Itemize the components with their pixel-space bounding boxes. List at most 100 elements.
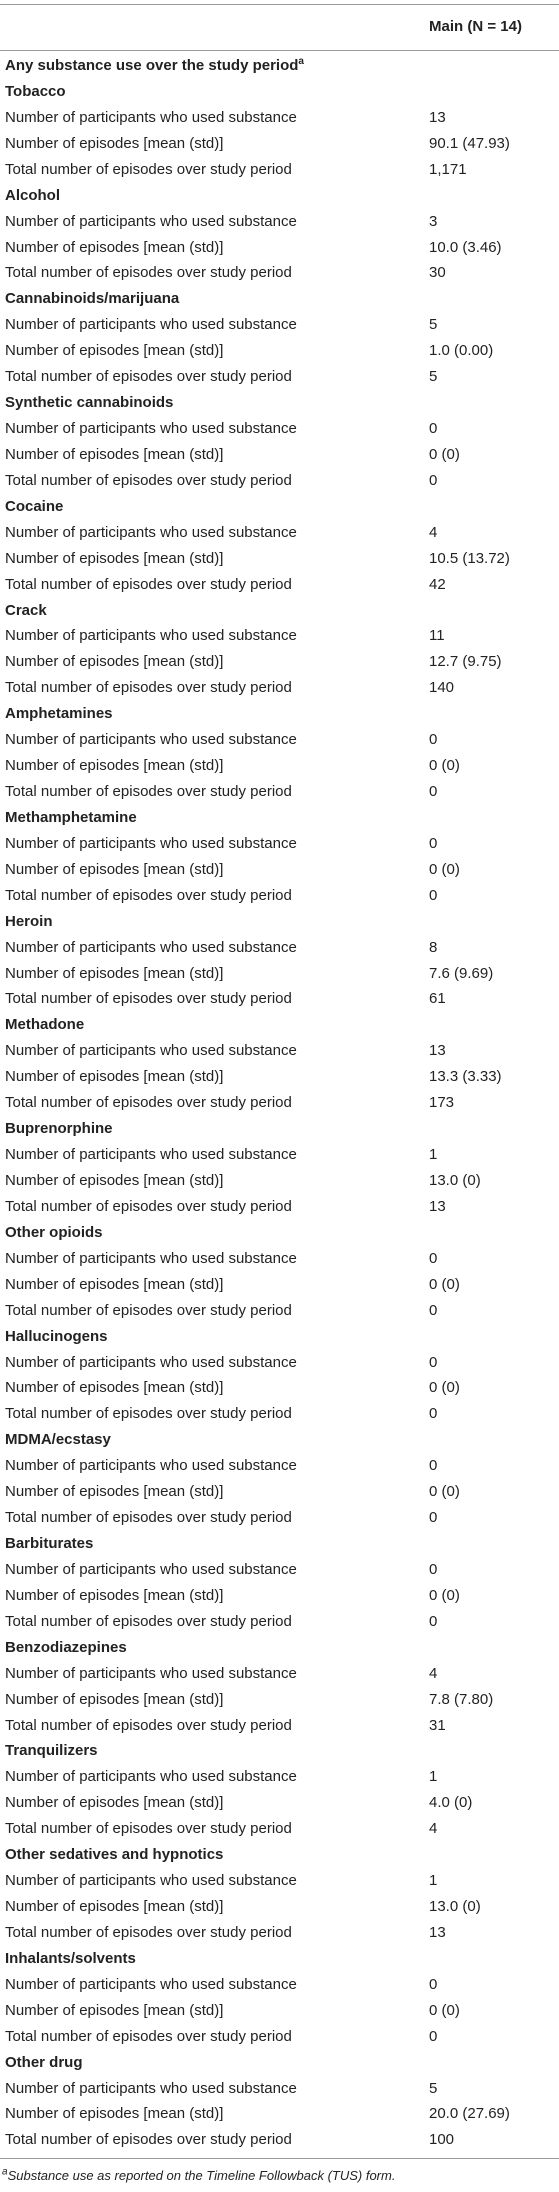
row-value: 5	[429, 2079, 438, 2097]
row-value: 13	[429, 1042, 446, 1060]
group-title: Alcohol	[5, 186, 60, 204]
group-title: Inhalants/solvents	[5, 1949, 136, 1967]
row-value: 1.0 (0.00)	[429, 342, 494, 360]
row-label: Number of participants who used substanc…	[5, 1042, 297, 1060]
row-label: Number of participants who used substanc…	[5, 523, 297, 541]
row-value: 30	[429, 264, 446, 282]
row-value: 4	[429, 1820, 438, 1838]
row-value: 11	[429, 627, 445, 645]
group-title: Heroin	[5, 912, 53, 930]
row-value: 0	[429, 2027, 438, 2045]
note-marker: a	[298, 56, 304, 67]
row-value: 0 (0)	[429, 1586, 460, 1604]
row-label: Number of episodes [mean (std)]	[5, 653, 224, 671]
row-value: 0 (0)	[429, 2001, 460, 2019]
top-rule	[0, 4, 559, 5]
row-value: 0	[429, 1405, 438, 1423]
group-title: Other opioids	[5, 1223, 103, 1241]
row-label: Total number of episodes over study peri…	[5, 1612, 292, 1630]
header-rule	[0, 50, 559, 51]
row-value: 0	[429, 834, 438, 852]
row-label: Total number of episodes over study peri…	[5, 1509, 292, 1527]
row-value: 0	[429, 1560, 438, 1578]
row-value: 0	[429, 1975, 438, 1993]
row-value: 12.7 (9.75)	[429, 653, 502, 671]
section-title-text: Any substance use over the study period	[5, 57, 299, 74]
row-value: 0	[429, 1509, 438, 1527]
row-value: 0	[429, 886, 438, 904]
row-label: Total number of episodes over study peri…	[5, 264, 292, 282]
row-label: Total number of episodes over study peri…	[5, 2027, 292, 2045]
row-value: 0 (0)	[429, 860, 460, 878]
row-label: Number of episodes [mean (std)]	[5, 238, 224, 256]
section-title: Any substance use over the study perioda	[5, 56, 304, 76]
row-value: 7.6 (9.69)	[429, 964, 494, 982]
row-label: Number of episodes [mean (std)]	[5, 1586, 224, 1604]
row-label: Number of episodes [mean (std)]	[5, 2105, 224, 2123]
row-label: Number of episodes [mean (std)]	[5, 342, 224, 360]
row-label: Number of participants who used substanc…	[5, 627, 297, 645]
row-value: 5	[429, 368, 438, 386]
row-label: Number of participants who used substanc…	[5, 2079, 297, 2097]
group-title: Buprenorphine	[5, 1120, 113, 1138]
row-value: 4	[429, 523, 438, 541]
row-value: 42	[429, 575, 446, 593]
row-value: 1	[429, 1872, 438, 1890]
row-label: Total number of episodes over study peri…	[5, 1301, 292, 1319]
row-value: 13.3 (3.33)	[429, 1068, 502, 1086]
group-title: MDMA/ecstasy	[5, 1431, 111, 1449]
row-label: Total number of episodes over study peri…	[5, 160, 292, 178]
row-label: Number of participants who used substanc…	[5, 420, 297, 438]
row-label: Number of participants who used substanc…	[5, 1457, 297, 1475]
row-value: 0 (0)	[429, 445, 460, 463]
row-label: Total number of episodes over study peri…	[5, 783, 292, 801]
row-label: Number of episodes [mean (std)]	[5, 1275, 224, 1293]
row-value: 0	[429, 471, 438, 489]
row-label: Number of episodes [mean (std)]	[5, 1794, 224, 1812]
row-value: 10.0 (3.46)	[429, 238, 502, 256]
row-label: Number of participants who used substanc…	[5, 1872, 297, 1890]
row-value: 173	[429, 1094, 455, 1112]
row-label: Number of participants who used substanc…	[5, 1249, 297, 1267]
row-value: 31	[429, 1716, 446, 1734]
group-title: Methamphetamine	[5, 808, 137, 826]
row-value: 7.8 (7.80)	[429, 1690, 494, 1708]
row-label: Total number of episodes over study peri…	[5, 471, 292, 489]
row-value: 0	[429, 1353, 438, 1371]
row-label: Number of participants who used substanc…	[5, 834, 297, 852]
group-title: Hallucinogens	[5, 1327, 108, 1345]
row-label: Number of episodes [mean (std)]	[5, 1898, 224, 1916]
row-value: 3	[429, 212, 438, 230]
row-label: Number of participants who used substanc…	[5, 108, 297, 126]
group-title: Cocaine	[5, 497, 64, 515]
group-title: Crack	[5, 601, 47, 619]
row-value: 10.5 (13.72)	[429, 549, 510, 567]
row-label: Total number of episodes over study peri…	[5, 679, 292, 697]
row-label: Number of participants who used substanc…	[5, 938, 297, 956]
row-value: 0	[429, 420, 438, 438]
row-label: Number of episodes [mean (std)]	[5, 964, 224, 982]
row-value: 140	[429, 679, 455, 697]
row-label: Number of episodes [mean (std)]	[5, 1483, 224, 1501]
row-value: 1	[429, 1768, 438, 1786]
group-title: Barbiturates	[5, 1535, 94, 1552]
row-value: 13.0 (0)	[429, 1171, 481, 1189]
row-label: Number of episodes [mean (std)]	[5, 860, 224, 878]
row-label: Total number of episodes over study peri…	[5, 1923, 292, 1941]
row-label: Number of episodes [mean (std)]	[5, 445, 224, 463]
row-label: Number of participants who used substanc…	[5, 1768, 297, 1786]
row-label: Number of episodes [mean (std)]	[5, 1690, 224, 1708]
bottom-rule	[0, 2158, 559, 2159]
row-value: 0	[429, 731, 438, 749]
footnote-marker: a	[2, 2166, 8, 2178]
row-label: Total number of episodes over study peri…	[5, 990, 292, 1008]
row-label: Number of episodes [mean (std)]	[5, 2001, 224, 2019]
group-title: Benzodiazepines	[5, 1638, 127, 1656]
row-value: 20.0 (27.69)	[429, 2105, 510, 2123]
group-title: Tranquilizers	[5, 1742, 98, 1760]
row-value: 0 (0)	[429, 757, 460, 775]
row-label: Total number of episodes over study peri…	[5, 1716, 292, 1734]
row-label: Total number of episodes over study peri…	[5, 1197, 292, 1215]
row-value: 13.0 (0)	[429, 1898, 481, 1916]
